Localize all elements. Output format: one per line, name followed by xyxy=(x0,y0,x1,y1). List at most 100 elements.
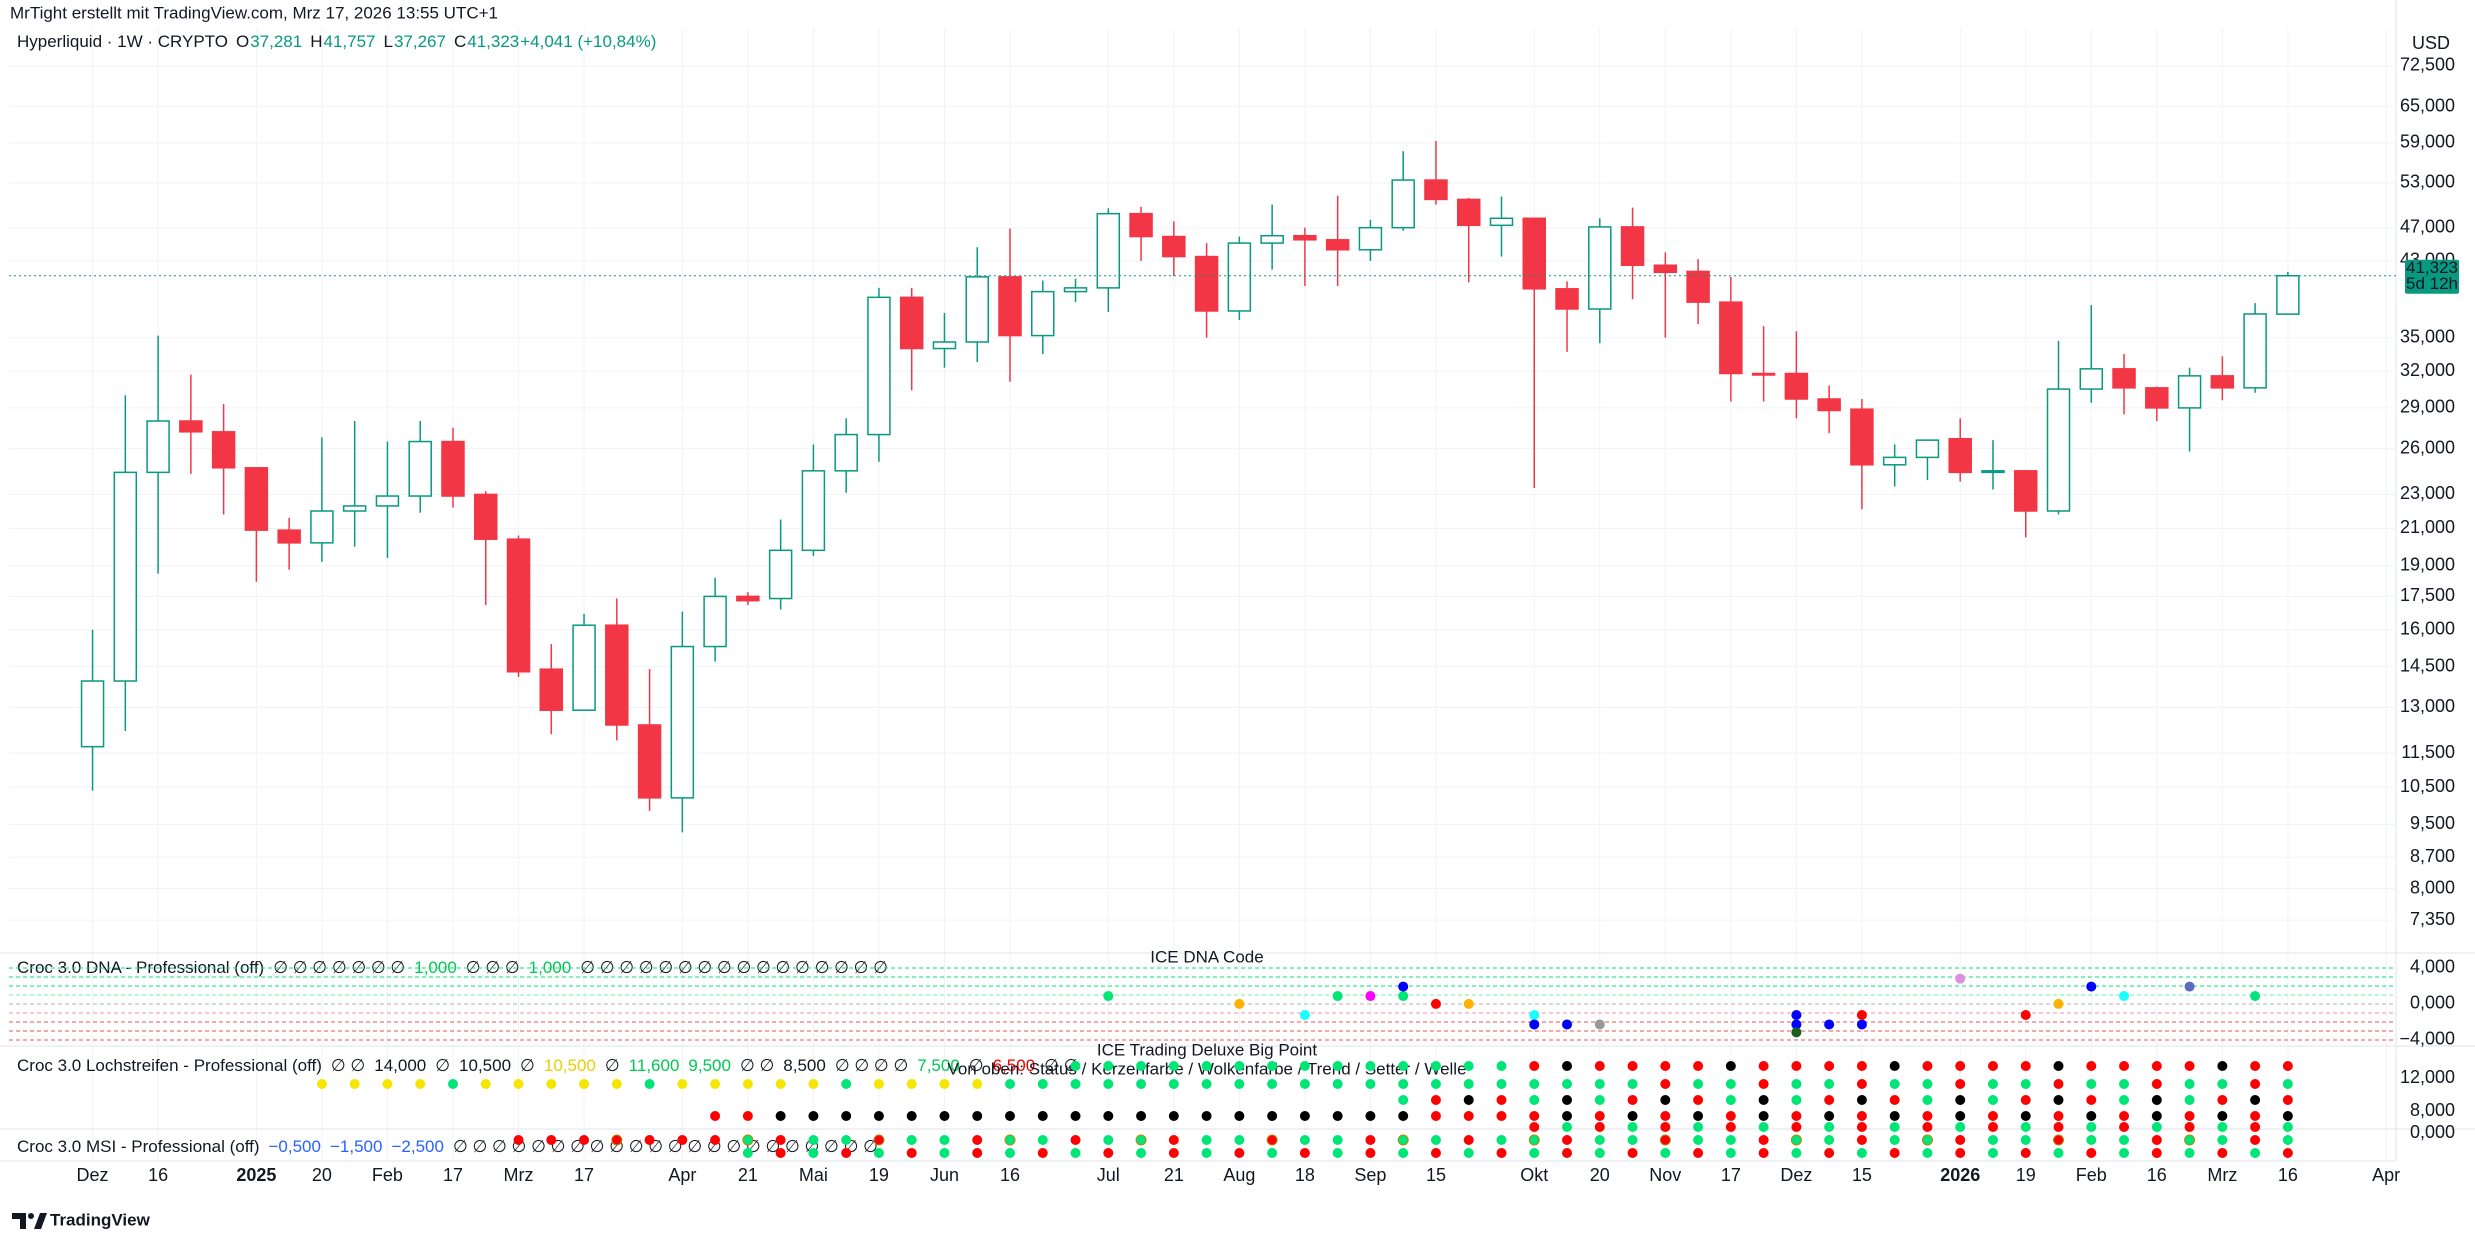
indicator-title: Croc 3.0 MSI - Professional (off) xyxy=(17,1137,260,1156)
indicator-value: 11,600 xyxy=(629,1056,680,1075)
candle-body xyxy=(1620,226,1645,267)
msi-dot xyxy=(1987,1148,1998,1158)
lochstreifen-dot xyxy=(742,1079,753,1089)
lochstreifen-dot xyxy=(1070,1061,1081,1071)
lochstreifen-dot xyxy=(1987,1122,1998,1132)
candle-body xyxy=(1194,255,1219,312)
indicator-value: −0,500 xyxy=(269,1137,321,1156)
x-tick-label: 20 xyxy=(1590,1165,1610,1185)
indicator-legend: Croc 3.0 Lochstreifen - Professional (of… xyxy=(17,1056,1079,1075)
lochstreifen-dot xyxy=(1332,1061,1343,1071)
dna-dot xyxy=(1299,1009,1310,1020)
msi-dot xyxy=(1430,1148,1441,1158)
lochstreifen-dot xyxy=(1234,1061,1245,1071)
y-tick-label: 23,000 xyxy=(2400,483,2455,503)
candle-body xyxy=(1358,226,1383,251)
msi-dot xyxy=(2282,1148,2293,1158)
lochstreifen-dot xyxy=(1103,1061,1114,1071)
y-tick-label: 7,350 xyxy=(2410,909,2455,929)
candle-body xyxy=(1293,234,1317,241)
msi-dot xyxy=(1365,1135,1376,1145)
msi-dot xyxy=(1856,1135,1867,1145)
candle-body xyxy=(2177,375,2202,409)
candle-body xyxy=(80,680,105,748)
lochstreifen-dot xyxy=(1824,1122,1835,1132)
dna-dot xyxy=(1856,1019,1867,1030)
msi-dot xyxy=(1725,1148,1736,1158)
legend-item: L xyxy=(384,32,393,51)
candle-body xyxy=(310,510,334,544)
msi-dot xyxy=(2119,1148,2130,1158)
candle-body xyxy=(1784,372,1809,400)
legend-item: O xyxy=(236,32,249,51)
dna-dot xyxy=(2184,981,2195,992)
candle-body xyxy=(932,341,957,350)
msi-dot xyxy=(1921,1134,1933,1146)
msi-dot xyxy=(742,1134,754,1146)
msi-dot xyxy=(1037,1148,1048,1158)
lochstreifen-dot xyxy=(546,1079,557,1089)
lochstreifen-dot xyxy=(1627,1095,1638,1105)
msi-dot xyxy=(775,1148,786,1158)
lochstreifen-dot xyxy=(1529,1122,1540,1132)
lochstreifen-dot xyxy=(873,1079,884,1089)
msi-dot xyxy=(2020,1148,2031,1158)
lochstreifen-dot xyxy=(1693,1111,1704,1121)
lochstreifen-dot xyxy=(1758,1095,1769,1105)
candle-body xyxy=(1096,212,1121,289)
lochstreifen-dot xyxy=(1856,1095,1867,1105)
lochstreifen-dot xyxy=(2086,1095,2097,1105)
currency: USD xyxy=(2412,33,2450,53)
lochstreifen-dot xyxy=(1627,1079,1638,1089)
logo-icon xyxy=(12,1213,26,1229)
msi-dot xyxy=(1758,1135,1769,1145)
lochstreifen-dot xyxy=(1562,1095,1573,1105)
lochstreifen-dot xyxy=(1037,1079,1048,1089)
msi-dot xyxy=(1627,1148,1638,1158)
dna-dot xyxy=(2086,981,2097,992)
candle-body xyxy=(1751,372,1776,376)
lochstreifen-dot xyxy=(1267,1079,1278,1089)
msi-dot xyxy=(1955,1135,1966,1145)
msi-dot xyxy=(1266,1134,1278,1146)
lochstreifen-dot xyxy=(1267,1061,1278,1071)
lochstreifen-dot xyxy=(2151,1079,2162,1089)
lochstreifen-dot xyxy=(2151,1061,2162,1071)
y-tick-label: 26,000 xyxy=(2400,437,2455,457)
lochstreifen-dot xyxy=(1791,1122,1802,1132)
x-tick-label: Dez xyxy=(77,1165,109,1185)
lochstreifen-dot xyxy=(1889,1095,1900,1105)
lochstreifen-dot xyxy=(1365,1111,1376,1121)
dna-dot xyxy=(1791,1019,1802,1030)
logo-icon xyxy=(28,1213,34,1219)
x-tick-label: 17 xyxy=(1721,1165,1741,1185)
x-tick-label: 19 xyxy=(2016,1165,2036,1185)
x-tick-label: 17 xyxy=(443,1165,463,1185)
lochstreifen-dot xyxy=(1594,1111,1605,1121)
lochstreifen-dot xyxy=(1299,1061,1310,1071)
msi-dot xyxy=(1693,1135,1704,1145)
indicator-value: 10,500 xyxy=(459,1056,511,1075)
pane-tick-label: 0,000 xyxy=(2410,993,2455,1013)
y-tick-label: 65,000 xyxy=(2400,95,2455,115)
lochstreifen-dot xyxy=(677,1079,688,1089)
lochstreifen-dot xyxy=(2053,1111,2064,1121)
x-tick-label: Mai xyxy=(799,1165,828,1185)
y-tick-label: 9,500 xyxy=(2410,813,2455,833)
indicator-value: 14,000 xyxy=(374,1056,426,1075)
lochstreifen-dot xyxy=(1922,1095,1933,1105)
lochstreifen-dot xyxy=(513,1079,524,1089)
candle-body xyxy=(441,440,465,497)
lochstreifen-dot xyxy=(1856,1079,1867,1089)
lochstreifen-dot xyxy=(939,1111,950,1121)
lochstreifen-dot xyxy=(1398,1079,1409,1089)
lochstreifen-dot xyxy=(2119,1122,2130,1132)
indicator-value: −2,500 xyxy=(391,1137,443,1156)
msi-dot xyxy=(644,1135,655,1145)
msi-dot xyxy=(1299,1135,1310,1145)
lochstreifen-dot xyxy=(1856,1122,1867,1132)
lochstreifen-dot xyxy=(415,1079,426,1089)
msi-dot xyxy=(1955,1148,1966,1158)
candle-body xyxy=(736,595,760,602)
dna-dot xyxy=(1529,1009,1540,1020)
